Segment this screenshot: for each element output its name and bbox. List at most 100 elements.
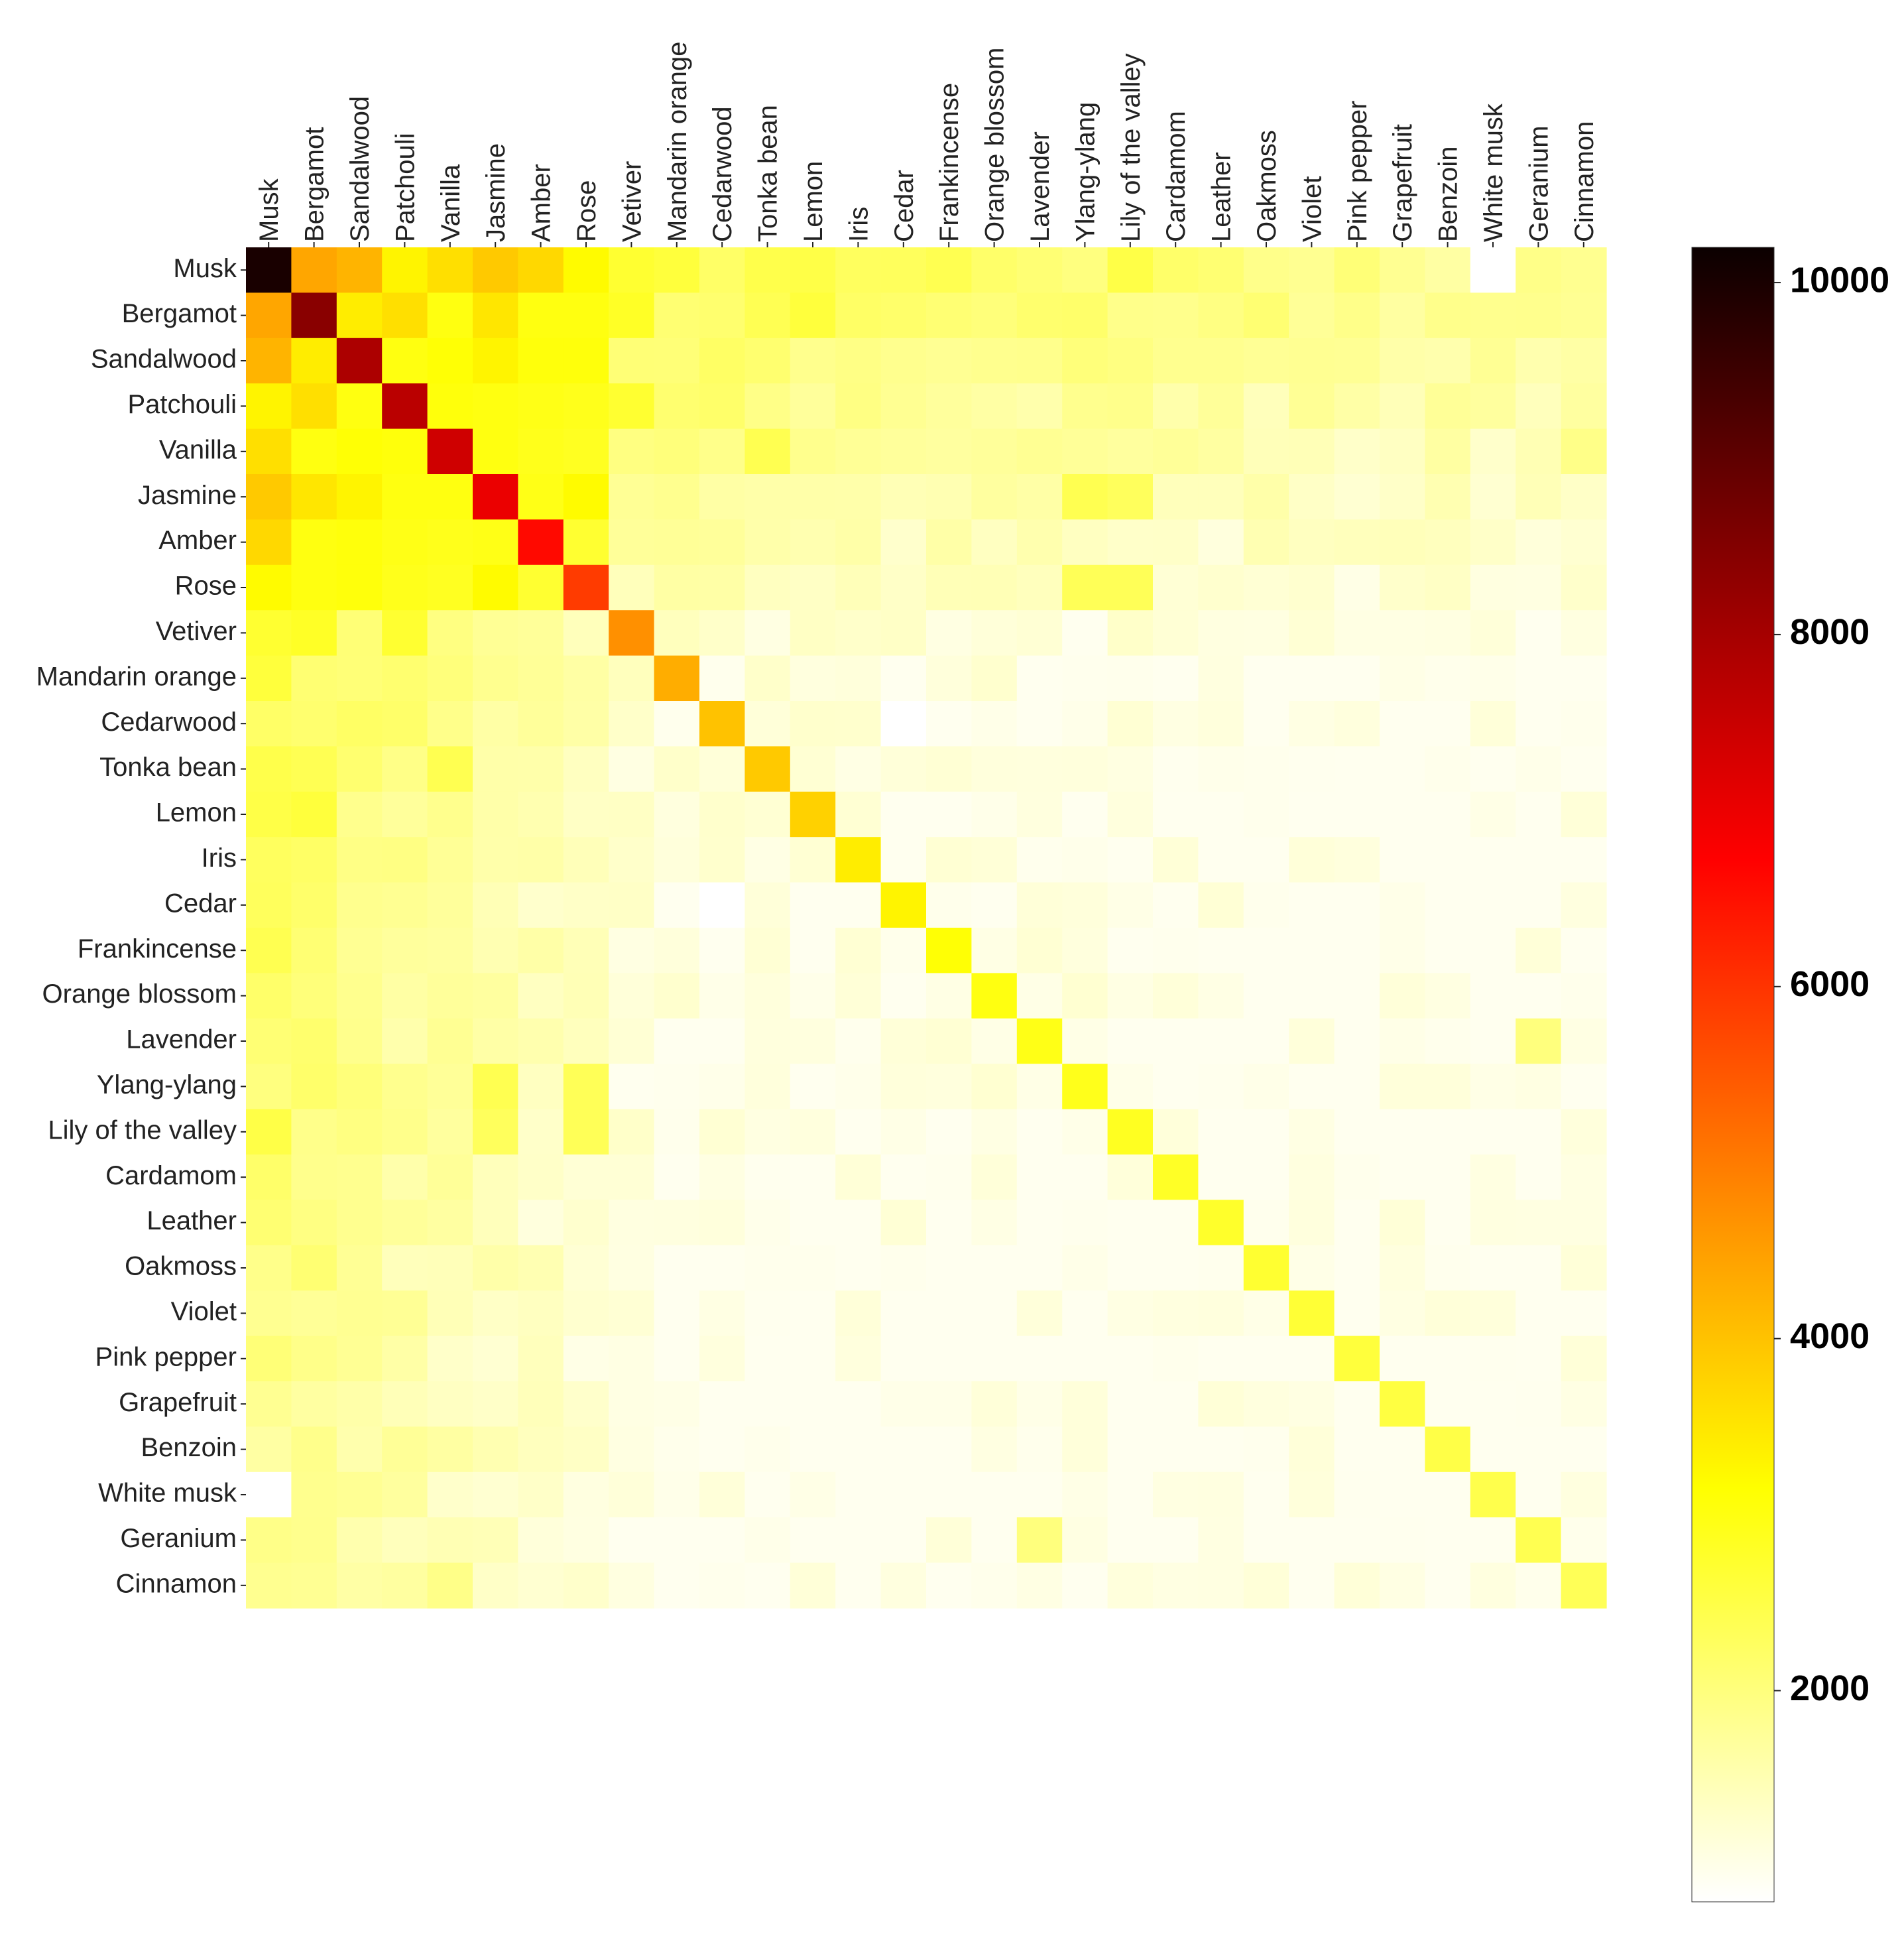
heatmap-cell (835, 746, 882, 792)
heatmap-cell (382, 837, 428, 883)
y-tick-label: Grapefruit (119, 1388, 237, 1417)
x-tick-label: Rose (572, 180, 601, 242)
heatmap-cell (1380, 519, 1425, 566)
heatmap-cell (926, 1109, 972, 1155)
heatmap-cell (699, 292, 745, 339)
heatmap-cell (744, 882, 791, 928)
heatmap-cell (563, 1064, 609, 1110)
heatmap-cell (1198, 428, 1244, 475)
heatmap-cell (699, 1018, 745, 1064)
heatmap-cell (744, 338, 791, 384)
heatmap-cell (518, 1245, 564, 1291)
heatmap-cell (473, 1109, 518, 1155)
heatmap-cell (1289, 791, 1335, 838)
y-tick-labels: Musk Bergamot Sandalwood Patchouli Vanilla Ja… (36, 254, 246, 1598)
heatmap-cell (563, 338, 609, 384)
heatmap-cell (1334, 973, 1380, 1019)
heatmap-cell (518, 928, 564, 973)
heatmap-cell (1153, 519, 1199, 566)
heatmap-cell (971, 701, 1018, 747)
heatmap-cell (1062, 746, 1108, 792)
heatmap-cell (654, 519, 700, 566)
heatmap-cell (336, 383, 383, 430)
heatmap-cell (699, 791, 745, 838)
heatmap-cell (971, 428, 1018, 475)
heatmap-cell (880, 247, 927, 293)
heatmap-cell (427, 837, 473, 883)
heatmap-cell (699, 1517, 745, 1564)
heatmap-cell (744, 1245, 791, 1291)
heatmap-cell (518, 1426, 564, 1473)
heatmap-cell (1425, 428, 1471, 475)
heatmap-cell (1016, 1336, 1063, 1382)
heatmap-cell (1470, 1517, 1516, 1564)
x-tick-label: Tonka bean (754, 105, 783, 242)
heatmap-cell (291, 1517, 337, 1564)
heatmap-cell (1198, 1426, 1244, 1473)
heatmap-cell (382, 383, 428, 430)
heatmap-cell (427, 1154, 473, 1200)
heatmap-cell (971, 1018, 1018, 1064)
heatmap-cell (1153, 1562, 1199, 1609)
heatmap-cell (926, 428, 972, 475)
heatmap-cell (1380, 791, 1425, 838)
heatmap-cell (291, 610, 337, 656)
heatmap-cell (382, 564, 428, 611)
heatmap-cell (1243, 1471, 1289, 1518)
heatmap-cell (926, 882, 972, 928)
heatmap-cell (835, 928, 882, 973)
heatmap-cell (880, 1018, 927, 1064)
heatmap-cell (1289, 292, 1335, 339)
heatmap-cell (382, 1154, 428, 1200)
heatmap-cell (1243, 791, 1289, 838)
heatmap-cell (926, 564, 972, 611)
heatmap-cell (473, 247, 518, 293)
heatmap-cell (1243, 1336, 1289, 1382)
y-tick-label: White musk (98, 1479, 237, 1508)
heatmap-cell (1198, 1154, 1244, 1200)
heatmap-cell (1016, 564, 1063, 611)
heatmap-cell (291, 791, 337, 838)
heatmap-cell (609, 247, 655, 293)
heatmap-cell (291, 247, 337, 293)
heatmap-cell (1289, 338, 1335, 384)
heatmap-cell (1561, 1109, 1607, 1155)
heatmap-cell (1062, 1290, 1108, 1337)
heatmap-cell (1153, 247, 1199, 293)
heatmap-cell (1289, 564, 1335, 611)
heatmap-cell (1516, 882, 1562, 928)
heatmap-cell (1062, 292, 1108, 339)
heatmap-cell (790, 1200, 836, 1246)
heatmap-cell (790, 519, 836, 566)
heatmap-cell (654, 564, 700, 611)
heatmap-cell (1107, 1562, 1154, 1609)
heatmap-cell (518, 1154, 564, 1200)
heatmap-cell (1153, 1018, 1199, 1064)
heatmap-cell (427, 928, 473, 973)
heatmap-cell (609, 1200, 655, 1246)
heatmap-cell (609, 610, 655, 656)
heatmap-cell (246, 564, 292, 611)
heatmap-cell (1334, 292, 1380, 339)
heatmap-cell (246, 1109, 292, 1155)
heatmap-cell (427, 474, 473, 520)
heatmap-cell (971, 837, 1018, 883)
heatmap-cell (427, 519, 473, 566)
heatmap-cell (1470, 791, 1516, 838)
heatmap-cell (1289, 1200, 1335, 1246)
heatmap-cell (1153, 1064, 1199, 1110)
heatmap-cell (699, 1381, 745, 1427)
heatmap-cell (1334, 1336, 1380, 1382)
heatmap-cell (473, 791, 518, 838)
heatmap-cell (609, 882, 655, 928)
heatmap-cell (336, 655, 383, 702)
heatmap-cell (1016, 1290, 1063, 1337)
heatmap-cell (1062, 383, 1108, 430)
heatmap-cell (1425, 1517, 1471, 1564)
heatmap-cell (1198, 1064, 1244, 1110)
heatmap-cell (427, 1200, 473, 1246)
heatmap-cell (518, 1200, 564, 1246)
heatmap-cell (246, 1562, 292, 1609)
heatmap-cell (1334, 519, 1380, 566)
heatmap-cell (699, 428, 745, 475)
